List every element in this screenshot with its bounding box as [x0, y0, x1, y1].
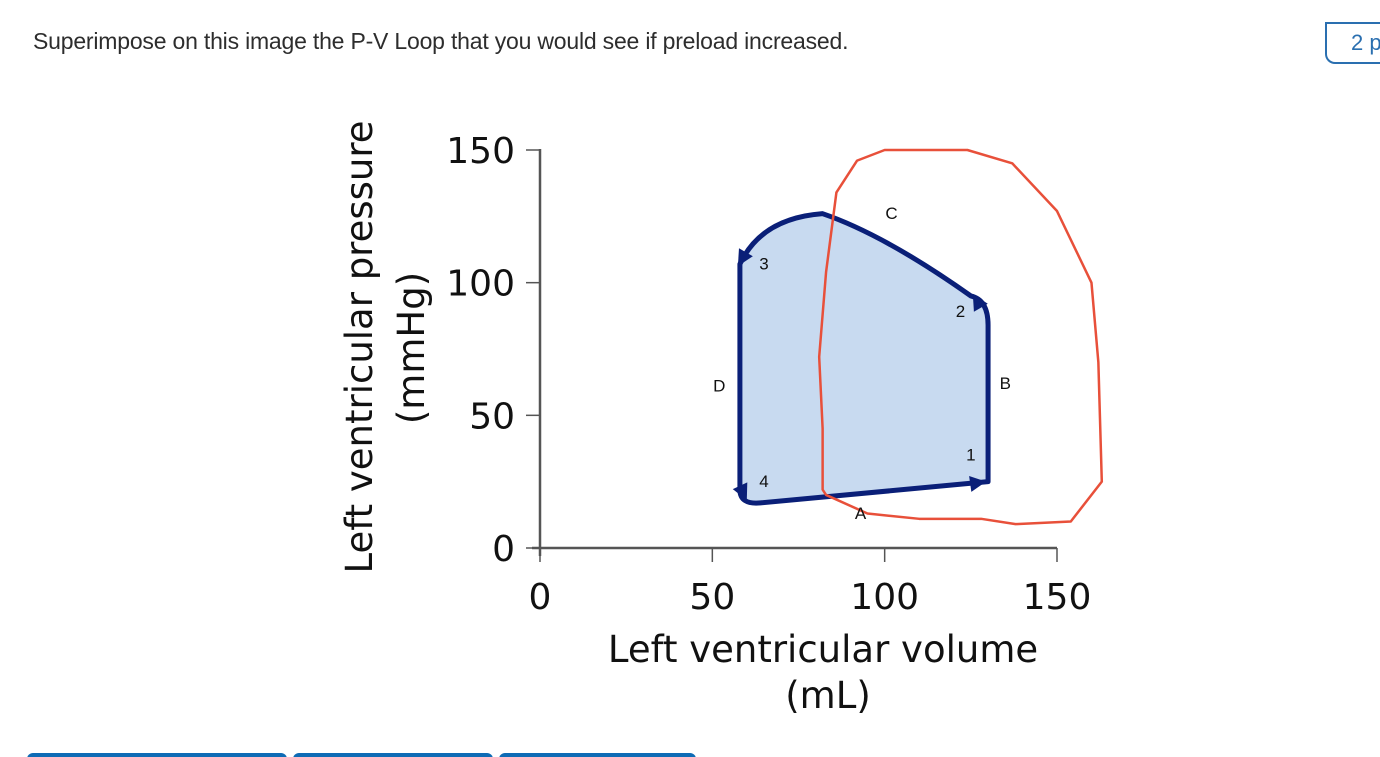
arrow-4-icon [732, 482, 748, 501]
x-tick-label: 50 [689, 577, 735, 618]
point-label-A: A [855, 504, 867, 523]
arrow-3-icon [737, 248, 753, 267]
point-label-1: 1 [966, 445, 975, 464]
point-label-B: B [1000, 374, 1011, 393]
point-label-4: 4 [759, 472, 768, 491]
y-tick-label: 50 [469, 396, 515, 437]
answer-button-3[interactable] [499, 753, 696, 757]
arrow-2-icon [972, 293, 988, 312]
answer-button-2[interactable] [293, 753, 493, 757]
y-tick-label: 0 [492, 529, 515, 570]
y-tick-label: 100 [446, 264, 515, 305]
normal-loop-fill [739, 213, 989, 504]
answer-button-1[interactable] [27, 753, 287, 757]
point-label-3: 3 [759, 254, 768, 273]
arrow-1-icon [969, 475, 987, 492]
x-tick-label: 0 [529, 577, 552, 618]
x-tick-label: 150 [1023, 577, 1092, 618]
question-text: Superimpose on this image the P-V Loop t… [33, 28, 849, 54]
points-badge: 2 p [1325, 22, 1380, 64]
y-tick-label: 150 [446, 131, 515, 172]
y-axis-title-line2: (mmHg) [390, 272, 433, 424]
point-label-D: D [713, 376, 725, 395]
y-axis-title-line1: Left ventricular pressure [338, 120, 381, 573]
increased-preload-loop [817, 148, 1104, 526]
x-tick-label: 100 [850, 577, 919, 618]
point-label-C: C [885, 204, 897, 223]
x-axis-title-line1: Left ventricular volume [608, 628, 1038, 671]
x-axis-title-line2: (mL) [785, 674, 871, 717]
point-label-2: 2 [956, 302, 965, 321]
